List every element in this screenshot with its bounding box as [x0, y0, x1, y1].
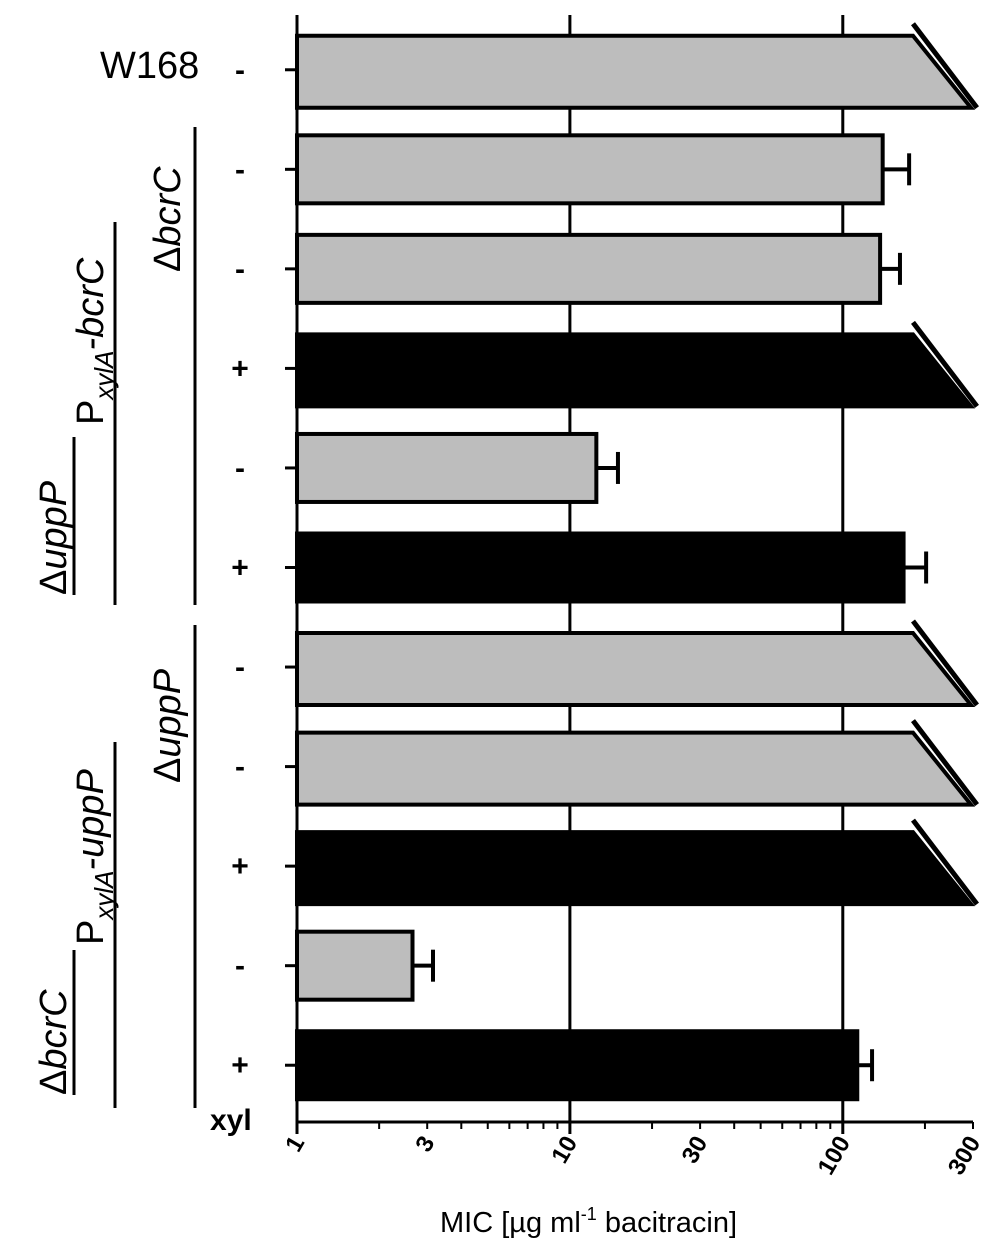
- bar-rect-8: [295, 730, 976, 807]
- x-tick-label-300: 300: [943, 1132, 986, 1180]
- w168-label: W168: [100, 45, 199, 87]
- xyl-sign-3: -: [235, 253, 245, 286]
- bar-rect-7: [295, 631, 976, 708]
- bar-4: [295, 320, 979, 409]
- x-axis-title: MIC [µg ml-1 bacitracin]: [440, 1204, 737, 1239]
- bar-rect-9: [295, 830, 976, 907]
- y-tick-labels: - - - + - + - - + - +: [231, 54, 297, 1082]
- break-mark-4: [911, 320, 979, 408]
- bar-3: [295, 232, 902, 305]
- bar-7: [295, 619, 979, 708]
- bar-5: [295, 431, 620, 504]
- bar-rect-4: [295, 332, 976, 409]
- bar-9: [295, 818, 979, 907]
- group1-promoter-label: PxylA-bcrC: [70, 257, 119, 425]
- xyl-sign-1: -: [235, 54, 245, 87]
- x-tick-label-1: 1: [280, 1132, 310, 1157]
- xyl-sign-5: -: [235, 452, 245, 485]
- xyl-sign-7: -: [235, 651, 245, 684]
- break-mark-8: [911, 719, 979, 807]
- bar-rect-3: [295, 232, 883, 305]
- bar-rect-10: [295, 929, 415, 1002]
- bars-layer: [295, 22, 979, 1102]
- bar-rect-5: [295, 431, 599, 504]
- x-tick-label-10: 10: [546, 1132, 583, 1169]
- bar-11: [295, 1029, 875, 1102]
- x-tick-label-30: 30: [677, 1132, 714, 1169]
- x-tick-label-100: 100: [813, 1132, 856, 1180]
- group2-promoter-label: PxylA-uppP: [70, 768, 119, 945]
- bar-rect-11: [295, 1029, 860, 1102]
- xyl-sign-8: -: [235, 751, 245, 784]
- xyl-sign-6: +: [231, 552, 249, 585]
- group1-inner-label: ΔbcrC: [147, 166, 189, 272]
- bar-rect-6: [295, 531, 906, 604]
- group2-inner-label: ΔuppP: [147, 668, 189, 783]
- bar-6: [295, 531, 929, 604]
- xyl-sign-2: -: [235, 153, 245, 186]
- bar-8: [295, 719, 979, 807]
- break-mark-1: [911, 22, 979, 110]
- xyl-sign-10: -: [235, 950, 245, 983]
- bar-rect-1: [295, 33, 976, 110]
- xyl-label: xyl: [210, 1104, 252, 1137]
- xyl-sign-9: +: [231, 850, 249, 883]
- x-tick-label-3: 3: [410, 1132, 440, 1157]
- xyl-sign-4: +: [231, 352, 249, 385]
- xyl-sign-11: +: [231, 1049, 249, 1082]
- group2-outer-label: ΔbcrC: [33, 989, 75, 1095]
- bar-1: [295, 22, 979, 110]
- break-mark-9: [911, 818, 979, 906]
- bar-10: [295, 929, 435, 1002]
- break-mark-7: [911, 619, 979, 707]
- x-ticks: 1 3 10 30 100 300: [280, 1122, 986, 1180]
- bar-2: [295, 133, 912, 206]
- group1-outer-label: ΔuppP: [33, 480, 75, 595]
- bar-rect-2: [295, 133, 885, 206]
